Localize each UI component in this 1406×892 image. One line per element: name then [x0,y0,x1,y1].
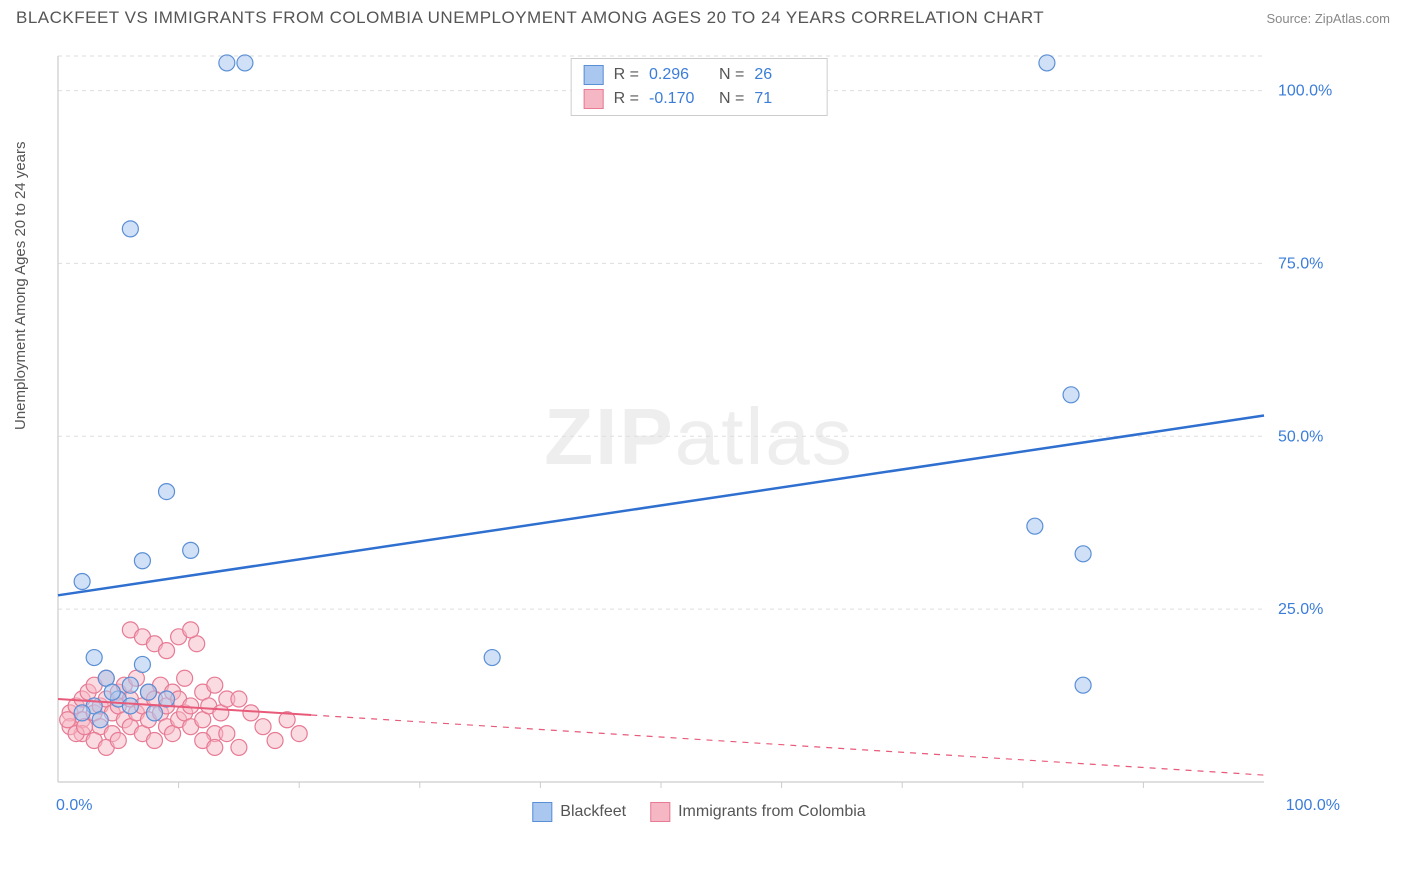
y-axis-label: Unemployment Among Ages 20 to 24 years [12,141,29,430]
series-legend: Blackfeet Immigrants from Colombia [532,802,865,822]
swatch-blackfeet [584,65,604,85]
chart-title: BLACKFEET VS IMMIGRANTS FROM COLOMBIA UN… [16,8,1044,28]
scatter-plot: 25.0% 50.0% 75.0% 100.0% 0.0% 100.0% [54,52,1344,822]
legend-item-blackfeet: Blackfeet [532,802,626,822]
swatch-colombia [584,89,604,109]
svg-text:0.0%: 0.0% [56,797,92,814]
stats-legend: R = 0.296 N = 26 R = -0.170 N = 71 [571,58,828,116]
n-value-colombia: 71 [754,90,814,108]
legend-swatch-blackfeet [532,802,552,822]
legend-label-blackfeet: Blackfeet [560,803,626,821]
svg-text:100.0%: 100.0% [1286,797,1340,814]
stats-row-blackfeet: R = 0.296 N = 26 [584,63,815,87]
chart-header: BLACKFEET VS IMMIGRANTS FROM COLOMBIA UN… [0,0,1406,32]
stats-row-colombia: R = -0.170 N = 71 [584,87,815,111]
r-value-colombia: -0.170 [649,90,709,108]
legend-label-colombia: Immigrants from Colombia [678,803,866,821]
chart-container: ZIPatlas 25.0%50.0%75.0%100.0%0.0%100.0%… [54,52,1344,822]
svg-text:75.0%: 75.0% [1278,255,1323,272]
legend-item-colombia: Immigrants from Colombia [650,802,866,822]
svg-text:50.0%: 50.0% [1278,428,1323,445]
svg-text:25.0%: 25.0% [1278,601,1323,618]
source-attribution: Source: ZipAtlas.com [1266,11,1390,26]
svg-text:100.0%: 100.0% [1278,83,1332,100]
n-value-blackfeet: 26 [754,66,814,84]
legend-swatch-colombia [650,802,670,822]
r-value-blackfeet: 0.296 [649,66,709,84]
